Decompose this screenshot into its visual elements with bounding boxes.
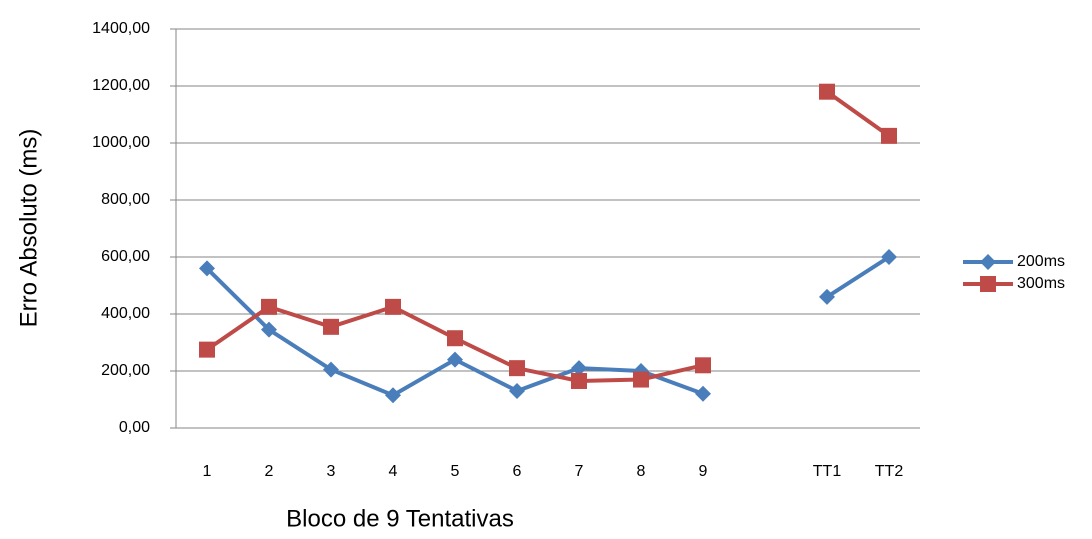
y-tick-label: 1000,00: [92, 134, 150, 151]
y-tick-label: 200,00: [101, 362, 150, 379]
y-tick-label: 600,00: [101, 248, 150, 265]
legend-marker: [980, 254, 996, 270]
y-axis-title: Erro Absoluto (ms): [15, 129, 42, 328]
data-point: [385, 387, 401, 404]
legend-label: 300ms: [1017, 275, 1065, 292]
x-tick-label: 7: [575, 463, 584, 480]
data-point: [695, 357, 711, 374]
data-point: [447, 351, 463, 368]
data-point: [819, 288, 835, 305]
y-tick-label: 1400,00: [92, 20, 150, 37]
y-tick-label: 400,00: [101, 305, 150, 322]
data-point: [261, 298, 277, 315]
data-point: [571, 360, 587, 377]
data-point: [261, 321, 277, 338]
data-point: [323, 361, 339, 378]
data-point: [447, 330, 463, 347]
x-tick-label: TT1: [813, 463, 842, 480]
x-tick-label: 5: [451, 463, 460, 480]
data-point: [509, 382, 525, 399]
legend-label: 200ms: [1017, 253, 1065, 270]
data-point: [509, 360, 525, 377]
x-tick-label: 3: [327, 463, 336, 480]
data-point: [199, 260, 215, 277]
legend-marker: [980, 276, 996, 292]
x-tick-label: 6: [513, 463, 522, 480]
x-tick-label: 1: [203, 463, 212, 480]
x-tick-label: TT2: [875, 463, 904, 480]
x-tick-label: 9: [699, 463, 708, 480]
data-point: [571, 372, 587, 389]
data-point: [385, 298, 401, 315]
x-tick-label: 2: [265, 463, 274, 480]
x-tick-label: 8: [637, 463, 646, 480]
y-tick-label: 0,00: [119, 419, 150, 436]
x-tick-label: 4: [389, 463, 398, 480]
data-point: [819, 83, 835, 100]
y-tick-label: 800,00: [101, 191, 150, 208]
series-line: [205, 90, 891, 383]
data-point: [881, 249, 897, 265]
data-point: [881, 127, 897, 144]
data-point: [695, 385, 711, 402]
data-point: [323, 318, 339, 335]
data-point: [199, 341, 215, 358]
data-point: [633, 371, 649, 388]
x-axis-title: Bloco de 9 Tentativas: [286, 505, 514, 532]
y-tick-label: 1200,00: [92, 77, 150, 94]
